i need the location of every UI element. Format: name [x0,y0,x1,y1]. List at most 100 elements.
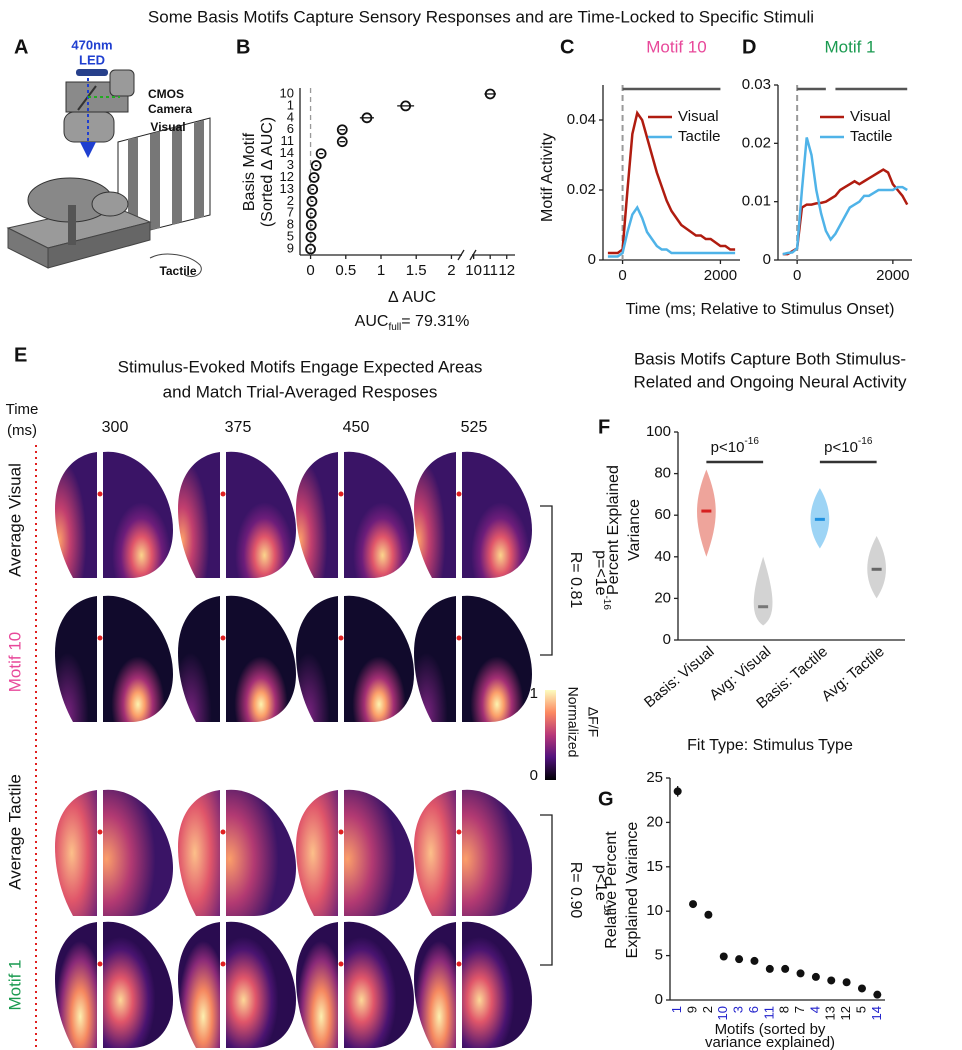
y-tick-label: 0.02 [567,181,596,198]
brain-hemisphere [462,451,532,578]
brain-hemisphere [226,451,296,578]
point [735,955,744,964]
head-post [68,205,76,245]
text-part: -16 [858,436,873,447]
x-tick-label: 9 [684,1006,699,1013]
bracket [540,814,553,966]
brain-hemisphere [178,452,220,578]
y-tick-label: 2 [287,193,294,208]
time-label: (ms) [7,422,37,439]
midline-marker [220,635,226,641]
led-label: 470nm [71,37,112,52]
point [842,978,851,987]
text-part: full [388,322,401,333]
midline-marker [338,961,344,967]
point [305,243,316,255]
y-tick-label: 60 [654,506,671,523]
text-part: -16 [601,901,612,916]
point [811,972,820,981]
x-tick-label: 1.5 [406,262,427,279]
led-label: LED [79,52,105,67]
point [827,976,836,985]
time-label: 375 [225,419,252,436]
x-tick-label: 0 [793,267,801,284]
panel-label: B [236,36,250,58]
y-axis-label: Motif Activity [539,133,556,222]
brain-hemisphere [55,922,97,1048]
y-tick-label: 0 [588,251,596,268]
midline-marker [338,635,344,641]
camera [109,69,135,97]
legend-label: Tactile [678,128,721,145]
midline-marker [97,829,103,835]
row-label: Average Visual [5,463,24,577]
x-axis-label: Fit Type: Stimulus Type [687,737,853,754]
brain-hemisphere [414,596,456,722]
brain-hemisphere [414,452,456,578]
y-tick-label: 0 [763,251,771,268]
x-tick-label: 12 [498,262,515,279]
midline-marker [97,961,103,967]
y-tick-label: 3 [287,157,294,172]
y-tick-label: 80 [654,465,671,482]
y-tick-label: 15 [646,858,663,875]
row-label: Average Tactile [5,774,24,890]
brain-hemisphere [55,452,97,578]
row-label: Motif 10 [5,632,24,692]
brain-hemisphere [103,451,173,578]
y-axis-label: Basis Motif [241,132,258,211]
brain-hemisphere [178,922,220,1048]
y-tick-label: 10 [280,85,294,100]
series-line [607,109,736,255]
brain-hemisphere [344,921,414,1048]
brain-hemisphere [103,921,173,1048]
point [484,88,496,100]
midline-marker [456,635,462,641]
y-tick-label: 0.02 [742,134,771,151]
midline-marker [338,491,344,497]
row-label: Motif 1 [5,959,24,1010]
colorbar-label: 0 [530,767,538,784]
y-axis-label: Explained Variance [624,822,641,959]
point [873,990,882,999]
violin [697,469,716,557]
brain-hemisphere [296,922,338,1048]
brain-hemisphere [103,595,173,722]
panel-title: Stimulus-Evoked Motifs Engage Expected A… [118,357,483,376]
x-tick-label: 10 [715,1006,730,1020]
x-tick-label: Basis: Visual [641,643,718,711]
stripe [128,137,138,236]
midline-marker [97,491,103,497]
midline-marker [456,829,462,835]
midline-marker [220,961,226,967]
point [750,956,759,965]
annotation: AUCfull= 79.31% [355,313,470,332]
point [781,964,790,973]
y-tick-label: 0 [655,991,663,1008]
point [305,219,317,231]
text-part: p=<1e [592,550,609,595]
midline-marker [456,961,462,967]
point [305,207,317,219]
point [308,172,320,183]
mouse-head [91,191,129,217]
stat-label: R= 0.81 [567,552,584,609]
significance-label: p<10-16 [711,436,760,456]
y-tick-label: 40 [654,548,671,565]
x-tick-label: 11 [761,1006,776,1020]
brain-hemisphere [178,790,220,916]
midline-marker [220,829,226,835]
brain-hemisphere [296,596,338,722]
stripe [172,126,182,225]
panel-label: D [742,36,756,58]
brain-hemisphere [55,596,97,722]
midline-marker [97,635,103,641]
panel-title: and Match Trial-Averaged Resposes [163,382,438,401]
y-axis-label: (Sorted Δ AUC) [259,117,276,227]
x-tick-label: 0.5 [335,262,356,279]
x-axis-label: Motifs (sorted by [715,1021,826,1038]
brain-hemisphere [462,595,532,722]
x-tick-label: 14 [869,1006,884,1020]
chart-title: Related and Ongoing Neural Activity [633,372,907,391]
